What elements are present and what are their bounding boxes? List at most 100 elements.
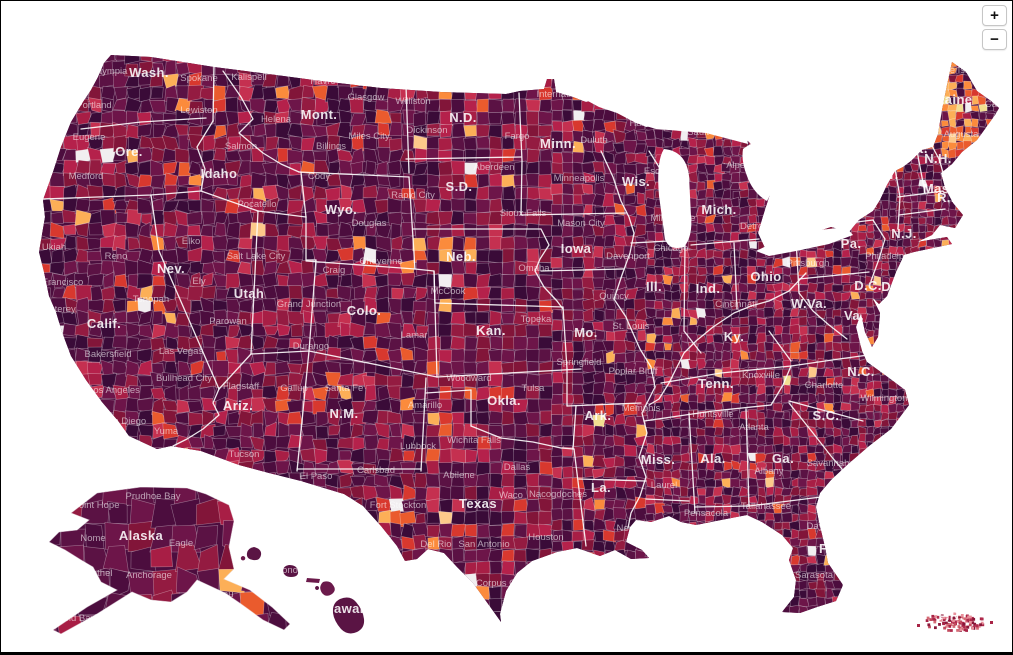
city-label: Grand Junction	[277, 299, 341, 310]
hawaii-island[interactable]	[283, 565, 299, 577]
zoom-controls: + −	[982, 5, 1008, 53]
city-label: Albany	[754, 466, 783, 477]
city-label: Buffalo	[809, 197, 838, 208]
zoom-in-button[interactable]: +	[982, 5, 1007, 26]
city-label: Presque Isle	[920, 65, 973, 76]
lake-huron	[742, 141, 778, 201]
lake-erie	[756, 227, 853, 256]
state-border	[212, 66, 215, 122]
state-label: W.Va.	[791, 296, 827, 311]
state-label: N.J.	[891, 226, 916, 241]
pr-municipio	[964, 625, 968, 629]
state-label: Wyo.	[325, 202, 357, 217]
state-label: N.H.	[924, 151, 952, 166]
hawaii-island[interactable]	[315, 586, 320, 590]
city-label: Minneapolis	[554, 173, 605, 184]
city-label: Parowan	[209, 316, 247, 327]
state-label: N.M.	[329, 406, 358, 421]
city-label: International Falls	[537, 89, 612, 100]
pr-municipio	[958, 616, 962, 620]
state-border	[257, 210, 307, 218]
state-label: Minn.	[540, 136, 576, 151]
hawaii-island[interactable]	[320, 581, 335, 596]
city-label: Omaha	[518, 263, 550, 274]
state-label: S.C.	[813, 408, 840, 423]
pr-municipio	[953, 612, 957, 616]
pr-municipio	[944, 625, 948, 629]
state-border	[630, 240, 670, 244]
state-border	[578, 478, 647, 482]
city-label: Craig	[323, 265, 346, 276]
state-border	[694, 505, 750, 508]
city-label: Medford	[69, 171, 104, 182]
pr-municipio	[958, 626, 962, 630]
state-border	[648, 272, 807, 406]
city-label: Elko	[182, 236, 200, 247]
city-label: Poplar Bluff	[609, 366, 658, 377]
city-label: Charlotte	[805, 380, 844, 391]
state-border	[798, 292, 848, 340]
pr-municipio	[970, 618, 973, 621]
state-label: R.I.	[937, 190, 959, 205]
state-label: Ore.	[115, 144, 143, 159]
city-label: Las Vegas	[159, 346, 204, 357]
state-border	[300, 171, 307, 218]
pr-municipio	[976, 626, 979, 630]
state-label: Utah	[234, 286, 265, 301]
state-border	[870, 219, 886, 282]
state-borders	[42, 66, 946, 547]
state-border	[540, 268, 624, 272]
hawaii-islands[interactable]	[240, 547, 365, 634]
hawaii-island[interactable]	[246, 547, 262, 561]
city-label: Chicago	[654, 243, 689, 254]
state-border	[788, 400, 864, 422]
pr-municipio	[943, 626, 946, 630]
hawaii-island[interactable]	[332, 597, 365, 634]
state-border	[930, 143, 946, 180]
state-border	[150, 194, 220, 390]
city-label: Pittsburgh	[787, 258, 830, 269]
state-label: Iowa	[561, 241, 592, 256]
pr-municipio	[952, 619, 955, 623]
city-label: Philadelphia	[865, 251, 917, 262]
pr-municipio	[971, 621, 975, 625]
pr-municipio	[934, 615, 938, 618]
state-border	[916, 150, 926, 194]
city-label: Prudhoe Bay	[126, 491, 181, 502]
zoom-out-button[interactable]: −	[982, 29, 1007, 50]
pr-municipio	[960, 616, 964, 620]
state-label: Ohio	[750, 269, 781, 284]
state-border	[308, 350, 438, 378]
state-border	[172, 388, 220, 447]
city-label: Cincinnati	[715, 299, 757, 310]
state-label: Ind.	[696, 281, 721, 296]
city-label: Lubbock	[400, 441, 436, 452]
city-label: Bakersfield	[85, 349, 132, 360]
pr-municipio	[981, 623, 985, 627]
city-label: Fort Stockton	[370, 500, 427, 511]
pr-municipio	[942, 616, 946, 620]
state-border	[683, 244, 702, 354]
state-label: Hawaii	[324, 601, 368, 616]
state-border	[470, 425, 575, 450]
city-label: Flagstaff	[223, 381, 260, 392]
state-label: N.Y.	[873, 167, 898, 182]
state-label: Vt.	[910, 141, 928, 156]
state-label: Pa.	[841, 236, 862, 251]
state-border	[788, 402, 843, 470]
hawaii-island[interactable]	[306, 578, 320, 583]
puerto-rico[interactable]	[917, 612, 993, 632]
city-label: Houston	[528, 532, 563, 543]
hawaii-island[interactable]	[240, 556, 246, 561]
city-label: Alpena	[726, 160, 756, 171]
pr-municipio	[963, 628, 967, 632]
state-border	[770, 365, 792, 406]
city-label: Williston	[395, 96, 430, 107]
pr-municipio	[939, 618, 943, 622]
pr-municipio	[960, 614, 964, 617]
city-label: Fargo	[505, 131, 530, 142]
city-label: Ely	[192, 276, 205, 287]
state-border	[660, 365, 792, 384]
